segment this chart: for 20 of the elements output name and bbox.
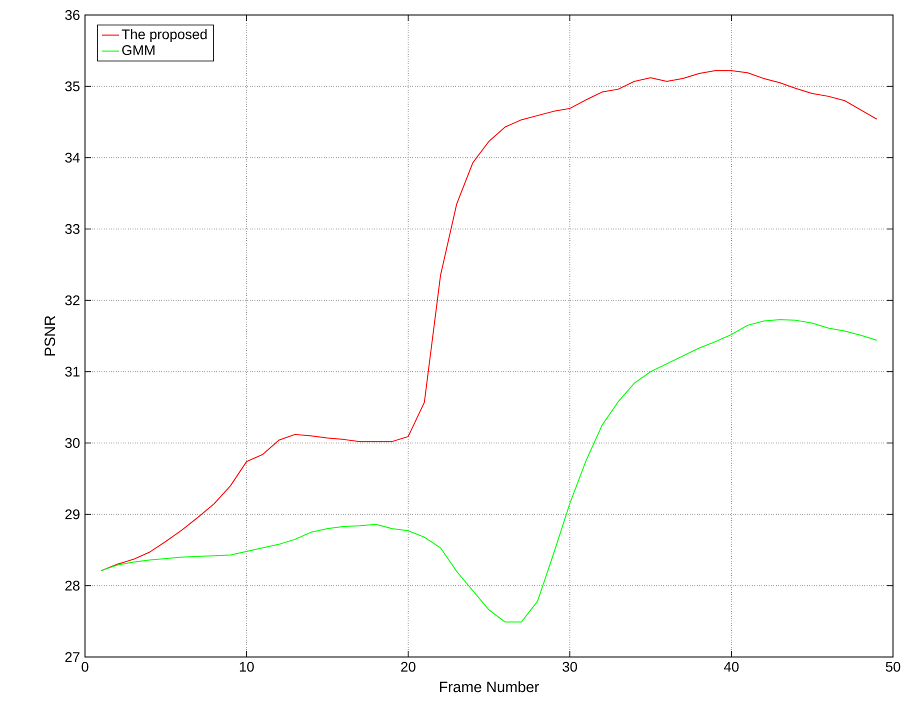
y-tick-label: 33 — [65, 224, 80, 234]
y-tick-label: 34 — [65, 152, 80, 163]
y-tick-label: 32 — [65, 295, 80, 306]
y-tick-label: 28 — [65, 580, 80, 591]
x-tick-label: 20 — [401, 662, 416, 672]
y-tick-label: 29 — [65, 509, 80, 520]
x-tick-label: 30 — [562, 662, 578, 672]
y-tick-label: 30 — [65, 438, 80, 448]
legend-label: The proposed — [122, 29, 207, 42]
x-tick-label: 50 — [886, 662, 900, 672]
y-tick-label: 36 — [65, 10, 80, 20]
legend-label: GMM — [122, 45, 154, 56]
x-tick-label: 40 — [724, 662, 739, 672]
y-axis-title: PSNR — [44, 316, 56, 356]
x-tick-label: 0 — [82, 662, 88, 672]
y-tick-label: 27 — [65, 652, 80, 662]
x-axis-title: Frame Number — [440, 681, 539, 692]
y-tick-label: 31 — [65, 366, 80, 377]
y-tick-label: 35 — [65, 81, 80, 92]
x-tick-label: 10 — [240, 662, 254, 672]
